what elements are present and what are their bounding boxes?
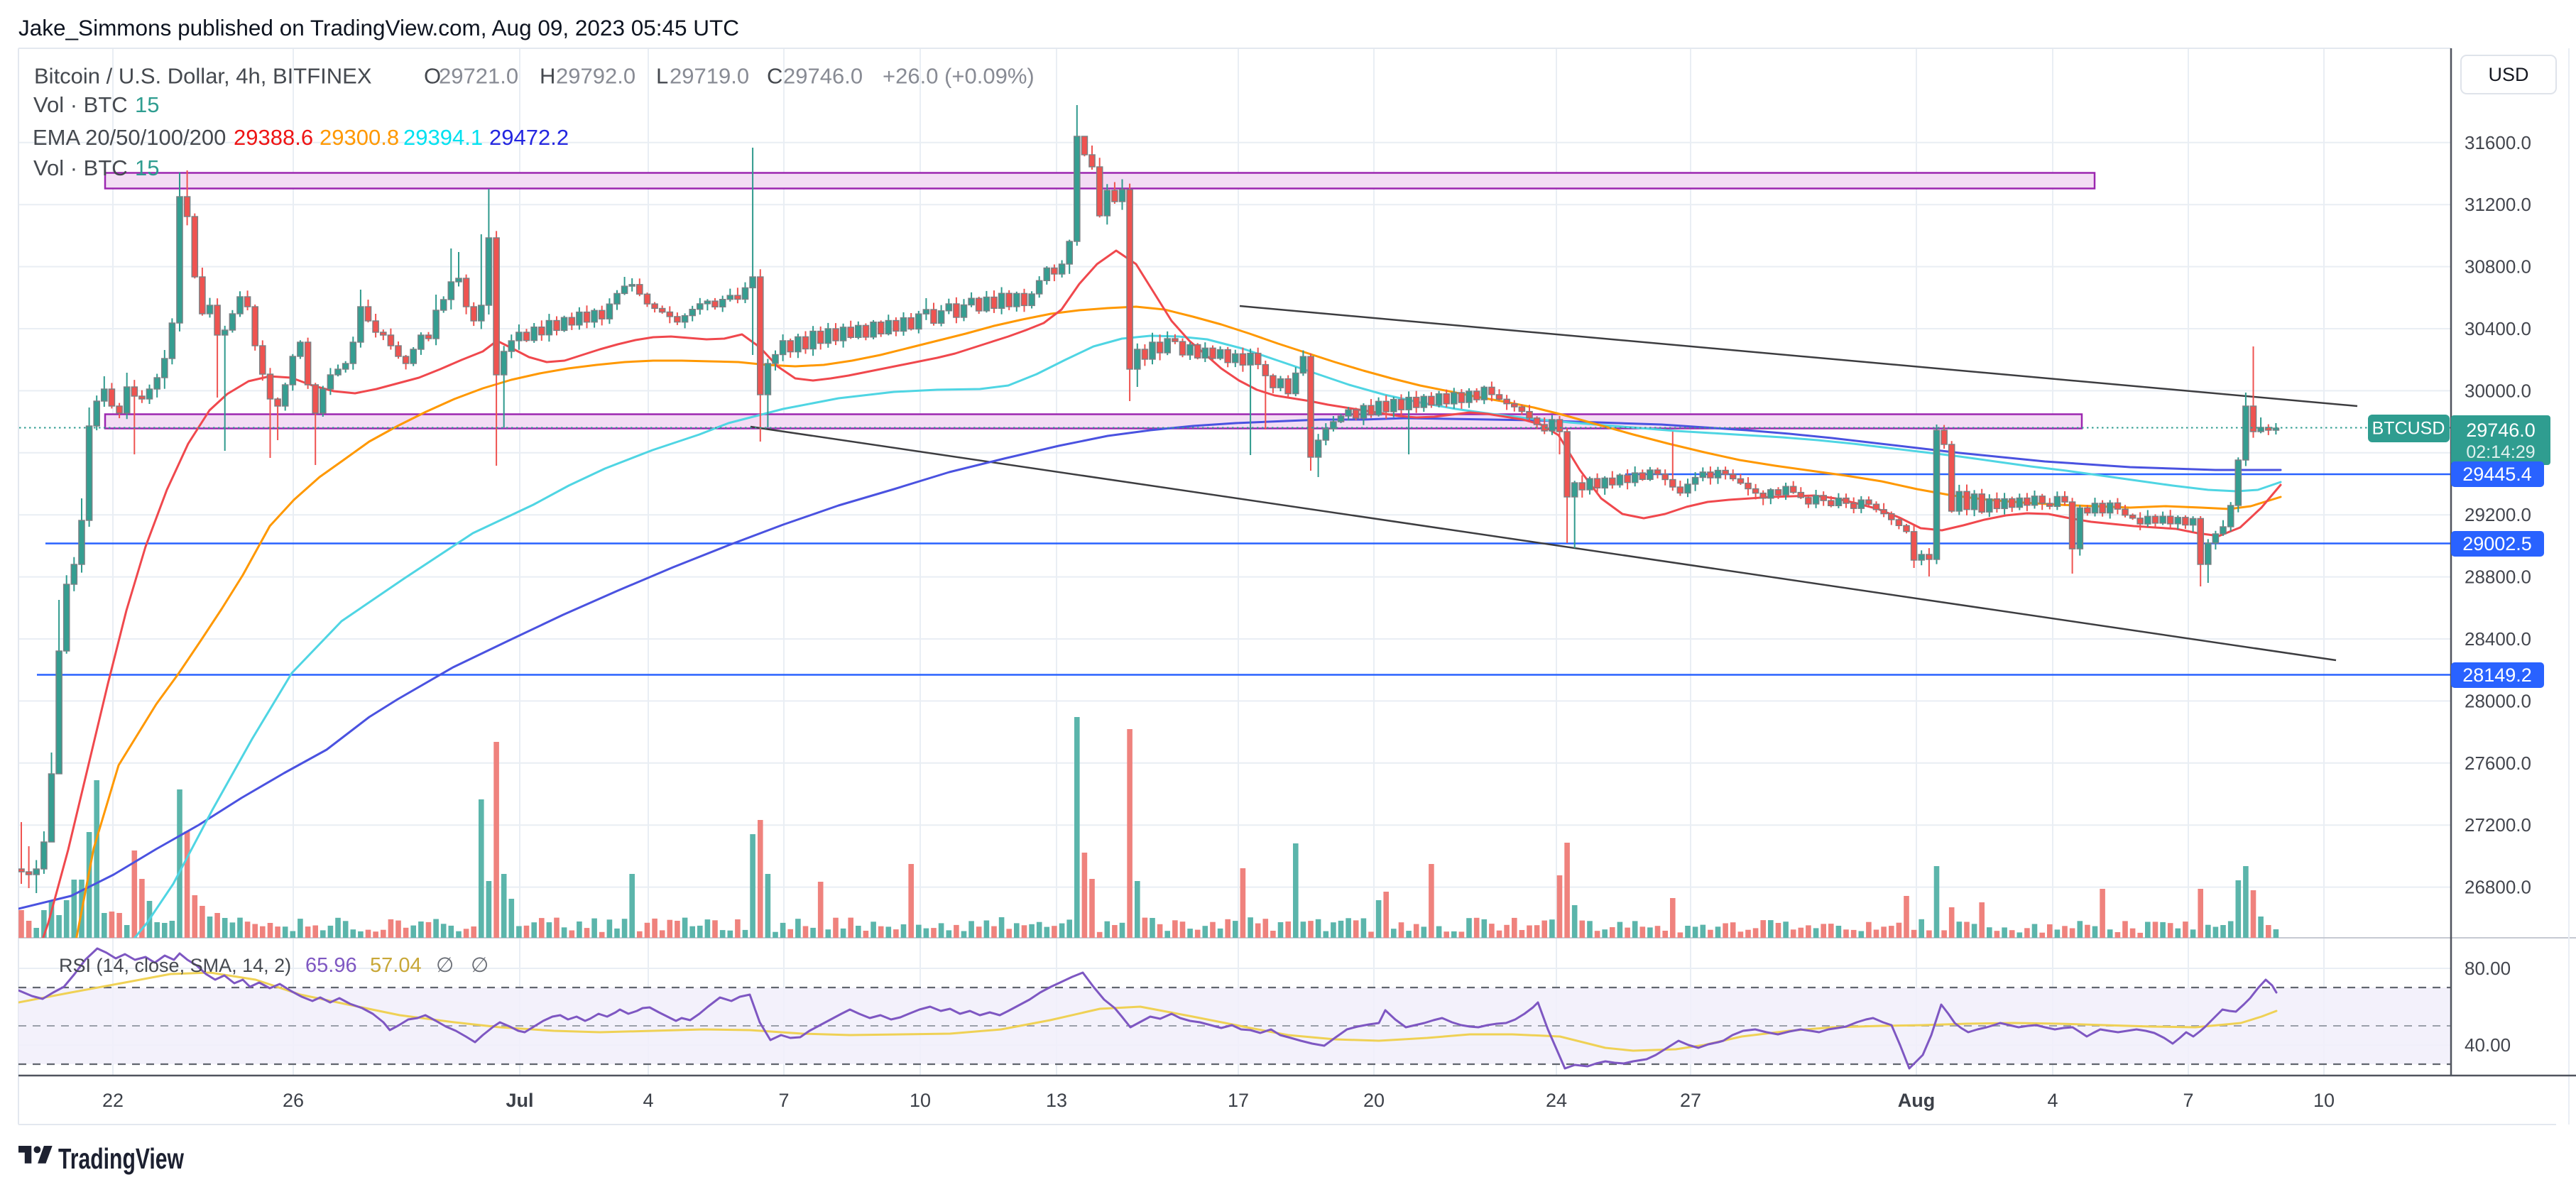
svg-text:65.96: 65.96 xyxy=(305,954,357,977)
svg-text:10: 10 xyxy=(2313,1090,2335,1111)
svg-text:7: 7 xyxy=(778,1090,789,1111)
svg-text:28800.0: 28800.0 xyxy=(2465,567,2531,588)
svg-text:USD: USD xyxy=(2488,64,2528,85)
svg-text:29200.0: 29200.0 xyxy=(2465,504,2531,525)
svg-text:TradingView: TradingView xyxy=(58,1142,184,1175)
svg-text:7: 7 xyxy=(2183,1090,2193,1111)
svg-text:31200.0: 31200.0 xyxy=(2465,194,2531,215)
svg-text:29472.2: 29472.2 xyxy=(489,125,569,150)
svg-text:27200.0: 27200.0 xyxy=(2465,814,2531,836)
svg-text:27: 27 xyxy=(1680,1090,1701,1111)
svg-text:10: 10 xyxy=(910,1090,931,1111)
svg-text:∅: ∅ xyxy=(471,954,489,977)
svg-text:80.00: 80.00 xyxy=(2465,958,2511,979)
svg-text:30000.0: 30000.0 xyxy=(2465,380,2531,401)
svg-text:L: L xyxy=(656,64,668,89)
svg-text:30800.0: 30800.0 xyxy=(2465,256,2531,278)
svg-text:26800.0: 26800.0 xyxy=(2465,877,2531,898)
svg-text:+26.0 (+0.09%): +26.0 (+0.09%) xyxy=(883,64,1035,89)
svg-text:Aug: Aug xyxy=(1898,1090,1935,1111)
svg-text:27600.0: 27600.0 xyxy=(2465,753,2531,774)
svg-text:30400.0: 30400.0 xyxy=(2465,318,2531,339)
svg-text:EMA 20/50/100/200: EMA 20/50/100/200 xyxy=(33,125,226,150)
svg-text:28149.2: 28149.2 xyxy=(2462,664,2532,686)
svg-text:24: 24 xyxy=(1546,1090,1567,1111)
svg-text:29300.8: 29300.8 xyxy=(320,125,399,150)
svg-text:BTCUSD: BTCUSD xyxy=(2372,419,2445,439)
svg-text:Vol · BTC: Vol · BTC xyxy=(33,92,128,117)
svg-text:13: 13 xyxy=(1046,1090,1067,1111)
svg-text:17: 17 xyxy=(1228,1090,1249,1111)
svg-text:22: 22 xyxy=(102,1090,124,1111)
svg-text:4: 4 xyxy=(2047,1090,2058,1111)
svg-text:Jul: Jul xyxy=(506,1090,533,1111)
svg-text:15: 15 xyxy=(135,155,159,180)
svg-text:29746.0: 29746.0 xyxy=(2466,420,2536,441)
svg-text:29792.0: 29792.0 xyxy=(556,64,635,89)
svg-text:29746.0: 29746.0 xyxy=(783,64,863,89)
svg-text:29002.5: 29002.5 xyxy=(2462,533,2532,554)
svg-text:H: H xyxy=(540,64,555,89)
svg-text:Jake_Simmons published on Trad: Jake_Simmons published on TradingView.co… xyxy=(18,15,739,40)
svg-text:Vol · BTC: Vol · BTC xyxy=(33,155,128,180)
svg-text:29394.1: 29394.1 xyxy=(403,125,483,150)
svg-text:31600.0: 31600.0 xyxy=(2465,132,2531,153)
svg-text:40.00: 40.00 xyxy=(2465,1034,2511,1056)
svg-text:20: 20 xyxy=(1363,1090,1385,1111)
svg-text:RSI (14, close, SMA, 14, 2): RSI (14, close, SMA, 14, 2) xyxy=(59,955,291,976)
svg-text:O: O xyxy=(424,64,441,89)
svg-text:28000.0: 28000.0 xyxy=(2465,690,2531,711)
svg-text:∅: ∅ xyxy=(436,954,454,977)
svg-text:C: C xyxy=(767,64,782,89)
svg-text:Bitcoin / U.S. Dollar, 4h, BIT: Bitcoin / U.S. Dollar, 4h, BITFINEX xyxy=(34,64,372,89)
svg-text:29721.0: 29721.0 xyxy=(439,64,518,89)
svg-text:29445.4: 29445.4 xyxy=(2462,464,2532,485)
svg-text:29388.6: 29388.6 xyxy=(234,125,313,150)
svg-text:15: 15 xyxy=(135,92,159,117)
svg-text:02:14:29: 02:14:29 xyxy=(2466,442,2535,462)
svg-text:28400.0: 28400.0 xyxy=(2465,628,2531,650)
svg-text:57.04: 57.04 xyxy=(370,954,422,977)
svg-text:4: 4 xyxy=(643,1090,653,1111)
svg-text:29719.0: 29719.0 xyxy=(670,64,749,89)
svg-text:26: 26 xyxy=(283,1090,304,1111)
